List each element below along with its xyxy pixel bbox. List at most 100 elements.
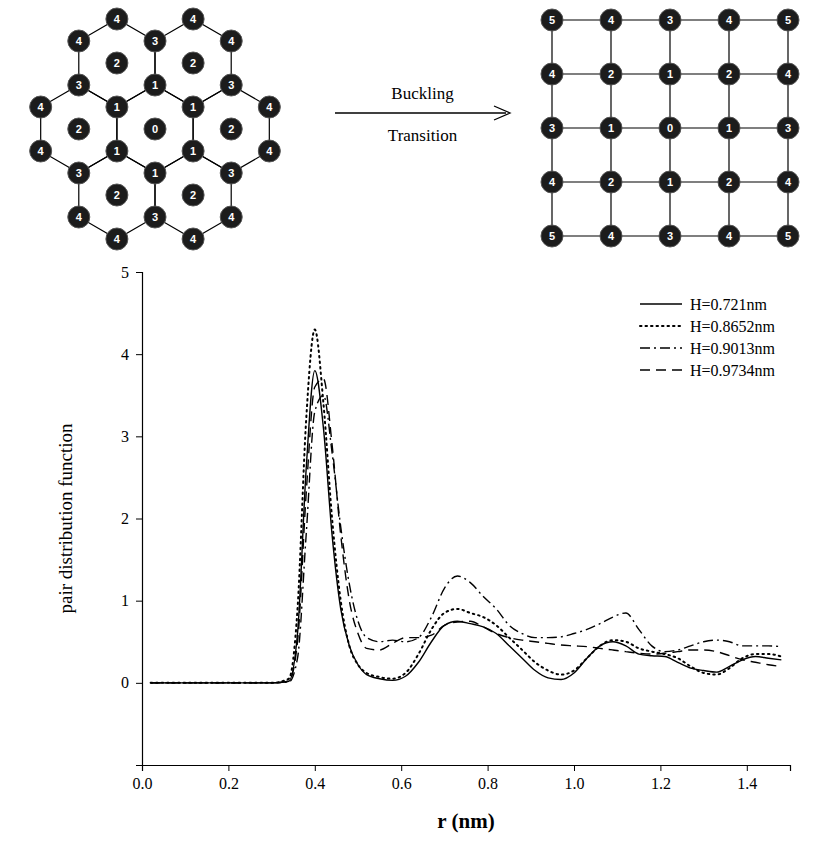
arrow-head <box>494 106 510 120</box>
atom: 4 <box>220 206 242 228</box>
atom-sphere <box>144 118 166 140</box>
legend-entry: H=0.9013nm <box>640 340 776 357</box>
x-axis-title: r (nm) <box>437 809 494 833</box>
atom-label: 2 <box>726 176 732 188</box>
atom: 1 <box>718 117 740 139</box>
tick-mark <box>401 765 402 771</box>
atom-label: 3 <box>785 122 791 134</box>
atom: 2 <box>182 52 204 74</box>
atom-sphere <box>30 96 52 118</box>
atom-label: 3 <box>228 79 234 91</box>
atom: 2 <box>68 118 90 140</box>
arrow-shaft <box>335 112 506 113</box>
atom-label: 0 <box>152 123 158 135</box>
atom: 1 <box>106 140 128 162</box>
transition-arrow: BucklingTransition <box>335 84 510 145</box>
atom-sphere <box>541 9 563 31</box>
x-tick: 0.4 <box>305 765 325 792</box>
atom-label: 4 <box>190 233 197 245</box>
x-tick: 0.6 <box>392 765 412 792</box>
lattice-bond <box>155 151 231 239</box>
atom-sphere <box>659 9 681 31</box>
atom-label: 2 <box>228 123 234 135</box>
tick-mark <box>747 765 748 771</box>
x-tick: 1.2 <box>651 765 671 792</box>
atom-label: 4 <box>266 145 273 157</box>
tick-label: 1.2 <box>651 775 671 792</box>
atom-sphere <box>777 117 799 139</box>
atom: 2 <box>106 184 128 206</box>
atom-sphere <box>659 117 681 139</box>
atom-sphere <box>541 117 563 139</box>
atom: 3 <box>68 162 90 184</box>
tick-mark <box>136 683 142 684</box>
tick-label: 1.0 <box>565 775 585 792</box>
atom: 2 <box>106 52 128 74</box>
atom: 4 <box>68 206 90 228</box>
legend-label: H=0.9734nm <box>690 362 776 379</box>
tick-label: 0.6 <box>392 775 412 792</box>
atom: 2 <box>718 171 740 193</box>
atom-sphere <box>258 140 280 162</box>
atom-sphere <box>106 52 128 74</box>
atom: 5 <box>541 225 563 247</box>
atom-label: 4 <box>785 176 792 188</box>
atom: 4 <box>718 225 740 247</box>
atom-sphere <box>68 206 90 228</box>
tick-mark <box>136 354 142 355</box>
atom-sphere <box>541 225 563 247</box>
atom-sphere <box>718 225 740 247</box>
atom: 3 <box>144 30 166 52</box>
atom: 4 <box>541 171 563 193</box>
legend-swatch <box>640 303 682 304</box>
lattice-bond <box>41 85 117 173</box>
atom: 1 <box>659 171 681 193</box>
tick-mark <box>228 765 229 771</box>
atom-sphere <box>659 171 681 193</box>
atom: 4 <box>600 9 622 31</box>
y-tick: 1 <box>121 592 142 609</box>
tick-label: 1.4 <box>737 775 757 792</box>
tick-label: 2 <box>121 510 129 527</box>
atom-label: 4 <box>608 14 615 26</box>
atom-label: 5 <box>549 14 555 26</box>
tick-mark <box>660 765 661 771</box>
atom-sphere <box>106 140 128 162</box>
atom-sphere <box>144 206 166 228</box>
atom-label: 3 <box>76 167 82 179</box>
y-tick: 3 <box>121 428 142 445</box>
atom-sphere <box>106 184 128 206</box>
atom-label: 4 <box>190 13 197 25</box>
atom: 3 <box>220 162 242 184</box>
atom-label: 2 <box>114 189 120 201</box>
atom-label: 5 <box>785 14 791 26</box>
atom-label: 3 <box>76 79 82 91</box>
lattice-bond <box>155 19 231 107</box>
atom: 4 <box>258 140 280 162</box>
atom: 4 <box>777 63 799 85</box>
atom-label: 1 <box>114 145 120 157</box>
atom: 3 <box>68 74 90 96</box>
tick-label: 0.0 <box>133 775 153 792</box>
arrow-label: Transition <box>388 126 458 145</box>
atom-sphere <box>220 30 242 52</box>
tick-label: 5 <box>121 264 129 281</box>
atom-label: 4 <box>549 68 556 80</box>
atom: 0 <box>144 118 166 140</box>
atom-label: 3 <box>549 122 555 134</box>
series-line <box>151 395 782 683</box>
tick-label: 0.2 <box>219 775 239 792</box>
atom: 1 <box>144 162 166 184</box>
atom-sphere <box>600 171 622 193</box>
atom-sphere <box>600 9 622 31</box>
figure: 0222222111111333333444444444444BucklingT… <box>0 0 814 841</box>
atom-label: 1 <box>608 122 614 134</box>
atom: 1 <box>106 96 128 118</box>
atom: 3 <box>220 74 242 96</box>
atom: 4 <box>541 63 563 85</box>
atom: 1 <box>659 63 681 85</box>
square-lattice: 5434542124310134212454345 <box>541 9 799 247</box>
atom-label: 1 <box>152 79 158 91</box>
lattice-bond <box>193 85 269 173</box>
atom-sphere <box>777 225 799 247</box>
